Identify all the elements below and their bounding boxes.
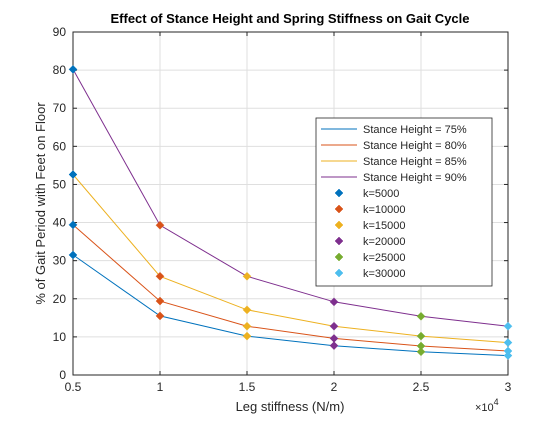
legend-marker-swatch — [334, 204, 344, 214]
series-line — [72, 69, 509, 327]
x-tick-label: 3 — [505, 380, 512, 394]
legend-marker-swatch — [334, 252, 344, 262]
data-point-marker — [503, 338, 513, 347]
legend-label: Stance Height = 75% — [363, 124, 467, 136]
x-axis-exponent: ×104 — [475, 397, 499, 414]
legend-box — [315, 117, 493, 287]
legend-label: k=25000 — [363, 252, 406, 264]
y-tick-label: 80 — [53, 63, 67, 77]
legend-marker-swatch — [334, 236, 344, 246]
data-point-marker — [242, 331, 252, 341]
data-point-marker — [68, 64, 78, 74]
y-axis-label: % of Gait Period with Feet on Floor — [33, 102, 48, 305]
data-point-marker — [416, 341, 426, 351]
data-point-marker — [329, 297, 339, 307]
data-point-marker — [416, 331, 426, 341]
x-tick-label: 0.5 — [65, 380, 82, 394]
y-tick-label: 70 — [53, 101, 67, 115]
y-tick-label: 0 — [59, 368, 66, 382]
series-line — [72, 174, 509, 344]
data-point-marker — [416, 311, 426, 321]
data-point-marker — [68, 220, 78, 230]
chart-title: Effect of Stance Height and Spring Stiff… — [111, 11, 470, 26]
y-tick-label: 50 — [53, 177, 67, 191]
series-lines — [72, 69, 509, 357]
x-axis-exponent-base: ×10 — [475, 402, 494, 414]
data-point-marker — [329, 334, 339, 343]
data-point-marker — [68, 250, 78, 260]
x-tick-label: 1 — [157, 380, 164, 394]
x-tick-label: 2 — [331, 380, 338, 394]
data-point-marker — [155, 220, 165, 230]
y-tick-label: 60 — [53, 139, 67, 153]
data-point-marker — [242, 321, 252, 331]
data-point-marker — [503, 346, 513, 356]
data-point-marker — [155, 311, 165, 321]
legend-label: k=10000 — [363, 204, 406, 216]
y-tick-label: 90 — [53, 25, 67, 39]
data-point-marker — [68, 170, 78, 179]
series-line — [72, 224, 509, 352]
legend-marker-swatch — [334, 188, 344, 198]
data-point-marker — [155, 271, 165, 281]
y-tick-label: 40 — [53, 216, 67, 230]
data-point-marker — [503, 321, 513, 331]
data-point-marker — [503, 351, 513, 360]
x-tick-label: 1.5 — [239, 380, 256, 394]
x-axis-exponent-power: 4 — [494, 397, 499, 407]
data-point-marker — [329, 321, 339, 331]
series-markers — [68, 64, 513, 360]
data-point-marker — [155, 296, 165, 306]
legend-label: k=15000 — [363, 220, 406, 232]
data-point-marker — [416, 347, 426, 357]
legend-label: k=20000 — [363, 236, 406, 248]
legend-marker-swatch — [334, 268, 344, 278]
x-axis-label: Leg stiffness (N/m) — [236, 399, 345, 414]
plot-area-border — [72, 31, 509, 376]
data-point-marker — [242, 271, 252, 281]
series-line — [72, 254, 509, 357]
legend-label: Stance Height = 85% — [363, 156, 467, 168]
data-point-marker — [242, 305, 252, 315]
y-tick-label: 30 — [53, 254, 67, 268]
legend-label: k=30000 — [363, 268, 406, 280]
y-tick-label: 20 — [53, 292, 67, 306]
data-point-marker — [329, 341, 339, 351]
legend: Stance Height = 75% Stance Height = 80% St… — [315, 117, 493, 287]
legend-label: k=5000 — [363, 188, 399, 200]
y-tick-label: 10 — [53, 330, 67, 344]
legend-marker-swatch — [334, 220, 344, 230]
legend-label: Stance Height = 90% — [363, 172, 467, 184]
x-tick-label: 2.5 — [413, 380, 430, 394]
legend-label: Stance Height = 80% — [363, 140, 467, 152]
